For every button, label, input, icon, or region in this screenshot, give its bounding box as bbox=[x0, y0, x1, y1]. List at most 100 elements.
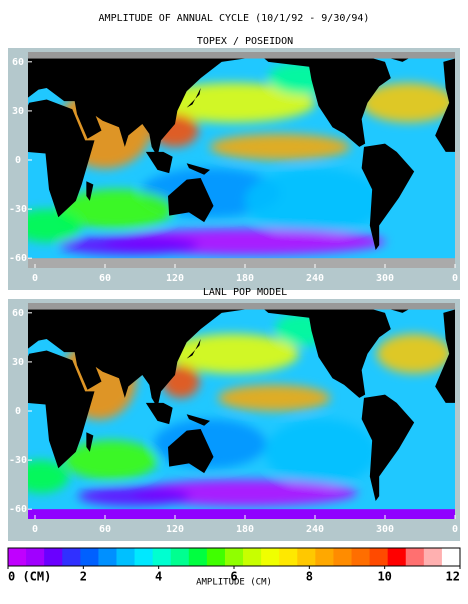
panel-title: LANL POP MODEL bbox=[203, 287, 287, 298]
land bbox=[435, 309, 455, 403]
map bbox=[28, 303, 455, 519]
lat-tick-label: 60 bbox=[12, 308, 24, 319]
colorbar-swatch bbox=[134, 548, 154, 566]
colorbar-swatch bbox=[261, 548, 280, 566]
lat-tick-label: 0 bbox=[15, 155, 21, 166]
figure-title: AMPLITUDE OF ANNUAL CYCLE (10/1/92 - 9/3… bbox=[99, 13, 370, 24]
colorbar-swatch bbox=[44, 548, 63, 566]
amplitude-blob bbox=[376, 333, 452, 374]
land bbox=[168, 429, 214, 474]
lat-tick-label: -30 bbox=[9, 204, 27, 215]
colorbar-swatch bbox=[279, 548, 298, 566]
polar-band bbox=[28, 509, 455, 519]
land bbox=[361, 143, 415, 250]
colorbar-swatch bbox=[206, 548, 226, 566]
colorbar-tick-label: 12 bbox=[446, 570, 460, 584]
amplitude-blob bbox=[167, 333, 299, 374]
polar-band bbox=[28, 258, 455, 268]
lat-tick-label: -60 bbox=[9, 253, 27, 264]
lon-tick-label: 240 bbox=[306, 273, 324, 284]
colorbar-tick-label: 0 (CM) bbox=[8, 570, 51, 584]
land bbox=[435, 58, 455, 152]
colorbar-swatch bbox=[26, 548, 45, 566]
colorbar-swatch bbox=[224, 548, 244, 566]
panel-title: TOPEX / POSEIDON bbox=[197, 36, 293, 47]
land bbox=[145, 402, 173, 425]
amplitude-blob bbox=[132, 479, 358, 507]
amplitude-blob bbox=[58, 189, 176, 229]
land bbox=[28, 99, 95, 218]
lon-tick-label: 300 bbox=[376, 273, 394, 284]
amplitude-blob bbox=[64, 440, 158, 480]
lat-tick-label: -30 bbox=[9, 455, 27, 466]
land bbox=[186, 163, 210, 175]
colorbar-swatch bbox=[441, 548, 461, 566]
colorbar-swatch bbox=[333, 548, 353, 566]
colorbar-swatch bbox=[369, 548, 389, 566]
lon-tick-label: 0 bbox=[452, 524, 458, 535]
colorbar-swatch bbox=[152, 548, 172, 566]
land bbox=[28, 303, 245, 408]
ice bbox=[28, 303, 455, 310]
lon-tick-label: 0 bbox=[32, 524, 38, 535]
land bbox=[256, 303, 391, 398]
land bbox=[256, 52, 391, 147]
lon-tick-label: 0 bbox=[32, 273, 38, 284]
lon-tick-label: 60 bbox=[99, 524, 111, 535]
lon-tick-label: 180 bbox=[236, 524, 254, 535]
colorbar-swatch bbox=[423, 548, 443, 566]
lon-tick-label: 120 bbox=[166, 273, 184, 284]
colorbar-tick-label: 4 bbox=[155, 570, 162, 584]
colorbar-tick-label: 2 bbox=[80, 570, 87, 584]
amplitude-blob bbox=[28, 459, 69, 493]
colorbar-swatch bbox=[315, 548, 334, 566]
land bbox=[168, 178, 214, 223]
colorbar-swatch bbox=[405, 548, 425, 566]
colorbar-tick-label: 8 bbox=[306, 570, 313, 584]
colorbar-swatch bbox=[387, 548, 407, 566]
lat-tick-label: 60 bbox=[12, 57, 24, 68]
amplitude-blob bbox=[151, 82, 316, 123]
colorbar-swatch bbox=[243, 548, 262, 566]
amplitude-blob bbox=[209, 133, 351, 161]
land bbox=[86, 181, 94, 201]
land bbox=[28, 350, 95, 469]
colorbar-swatch bbox=[98, 548, 117, 566]
ice bbox=[28, 52, 455, 59]
land bbox=[361, 394, 415, 501]
land bbox=[28, 52, 245, 157]
map bbox=[28, 52, 455, 268]
amplitude-blob bbox=[361, 82, 455, 123]
colorbar-swatch bbox=[62, 548, 81, 566]
lat-tick-label: 30 bbox=[12, 357, 24, 368]
lon-tick-label: 180 bbox=[236, 273, 254, 284]
amplitude-blob bbox=[28, 208, 82, 242]
amplitude-blob bbox=[264, 418, 377, 485]
land bbox=[186, 414, 210, 426]
colorbar-swatch bbox=[188, 548, 208, 566]
lon-tick-label: 120 bbox=[166, 524, 184, 535]
land bbox=[86, 432, 94, 452]
amplitude-blob bbox=[218, 384, 331, 412]
colorbar-swatch bbox=[8, 548, 27, 566]
lon-tick-label: 300 bbox=[376, 524, 394, 535]
lat-tick-label: 0 bbox=[15, 406, 21, 417]
colorbar-tick-label: 10 bbox=[377, 570, 391, 584]
colorbar-swatch bbox=[80, 548, 99, 566]
lon-tick-label: 0 bbox=[452, 273, 458, 284]
amplitude-blob bbox=[78, 486, 191, 506]
colorbar-swatch bbox=[170, 548, 190, 566]
amplitude-blob bbox=[58, 235, 199, 255]
lon-tick-label: 240 bbox=[306, 524, 324, 535]
colorbar-label: AMPLITUDE (CM) bbox=[196, 578, 272, 588]
colorbar-swatch bbox=[116, 548, 136, 566]
lat-tick-label: 30 bbox=[12, 106, 24, 117]
colorbar-swatch bbox=[351, 548, 371, 566]
land bbox=[145, 151, 173, 174]
colorbar-swatch bbox=[297, 548, 316, 566]
amplitude-blob bbox=[244, 167, 386, 234]
colorbar-tick-label: 6 bbox=[230, 570, 237, 584]
lon-tick-label: 60 bbox=[99, 273, 111, 284]
lat-tick-label: -60 bbox=[9, 504, 27, 515]
